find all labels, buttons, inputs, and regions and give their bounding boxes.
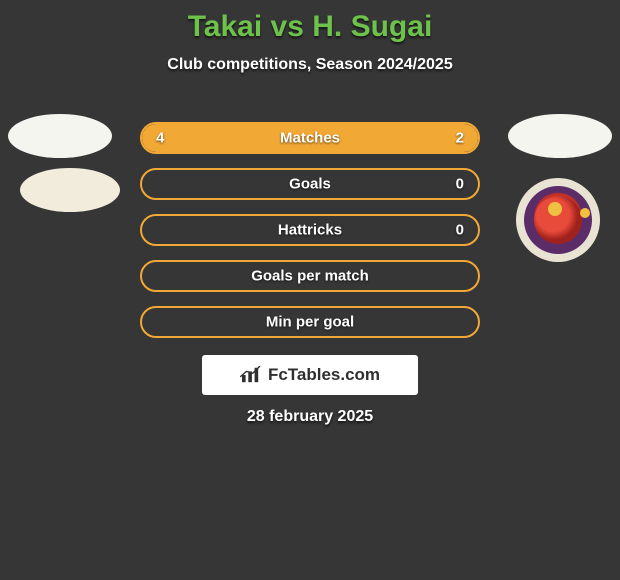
kyoto-sanga-crest-icon — [524, 186, 592, 254]
title-player-left: Takai — [188, 10, 263, 43]
player2-avatar — [508, 114, 612, 158]
stat-label: Goals per match — [142, 268, 478, 285]
stat-chart: 42Matches 0Goals 0Hattricks Goals per match… — [140, 122, 480, 352]
subtitle: Club competitions, Season 2024/2025 — [0, 56, 620, 74]
stat-row: Min per goal — [140, 306, 480, 338]
stat-row: 0Hattricks — [140, 214, 480, 246]
title-vs: vs — [271, 10, 304, 43]
stat-label: Min per goal — [142, 314, 478, 331]
page-title: Takai vs H. Sugai — [0, 0, 620, 44]
snapshot-date: 28 february 2025 — [0, 408, 620, 426]
stat-row: Goals per match — [140, 260, 480, 292]
brand-text: FcTables.com — [268, 365, 380, 385]
brand-badge: FcTables.com — [202, 355, 418, 395]
stat-row: 0Goals — [140, 168, 480, 200]
title-player-right: H. Sugai — [312, 10, 432, 43]
stat-label: Matches — [142, 130, 478, 147]
stat-row: 42Matches — [140, 122, 480, 154]
player2-club-crest — [516, 178, 600, 262]
stat-label: Goals — [142, 176, 478, 193]
player1-avatar — [8, 114, 112, 158]
stat-label: Hattricks — [142, 222, 478, 239]
bar-chart-icon — [240, 366, 262, 384]
player1-club-badge — [20, 168, 120, 212]
